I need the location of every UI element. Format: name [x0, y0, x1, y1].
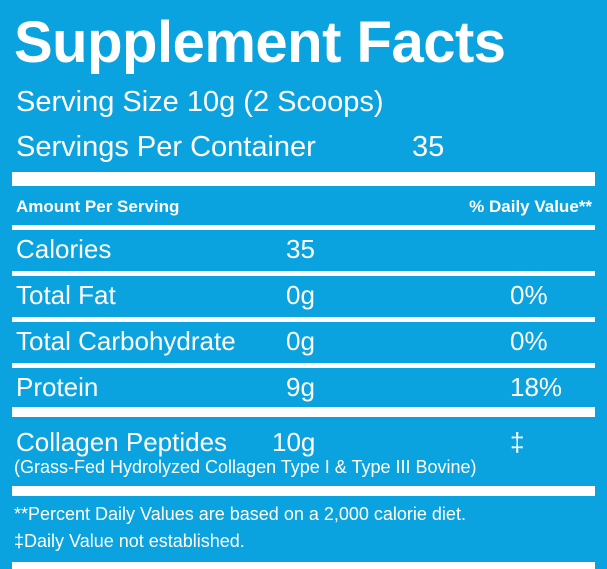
- nutrient-name: Calories: [16, 234, 112, 264]
- divider: [12, 363, 595, 368]
- ingredient-amount: 10g: [272, 427, 316, 457]
- nutrient-dv: 0%: [510, 280, 548, 310]
- ingredient-name: Collagen Peptides: [16, 427, 228, 457]
- servings-label: Servings Per Container: [16, 131, 316, 163]
- divider: [12, 486, 595, 496]
- divider: [12, 271, 595, 276]
- divider: [12, 317, 595, 322]
- nutrient-dv: 0%: [510, 326, 548, 356]
- title: Supplement Facts: [14, 10, 506, 75]
- divider: [12, 407, 595, 417]
- nutrient-amount: 9g: [286, 372, 315, 402]
- divider: [12, 562, 595, 569]
- nutrient-amount: 35: [286, 234, 315, 264]
- divider: [12, 225, 595, 230]
- nutrient-name: Protein: [16, 372, 99, 402]
- amount-header: Amount Per Serving: [16, 197, 180, 216]
- divider: [12, 172, 595, 186]
- daily-value-header: % Daily Value**: [469, 197, 592, 216]
- serving-size: Serving Size 10g (2 Scoops): [16, 86, 384, 118]
- ingredient-dv: ‡: [510, 427, 525, 457]
- nutrient-name: Total Carbohydrate: [16, 326, 236, 356]
- nutrient-amount: 0g: [286, 326, 315, 356]
- nutrient-dv: 18%: [510, 372, 563, 402]
- footnote: **Percent Daily Values are based on a 2,…: [14, 504, 466, 524]
- footnote: ‡Daily Value not established.: [14, 531, 245, 551]
- nutrient-name: Total Fat: [16, 280, 116, 310]
- nutrient-amount: 0g: [286, 280, 315, 310]
- ingredient-description: (Grass-Fed Hydrolyzed Collagen Type I & …: [14, 457, 477, 477]
- servings-value: 35: [412, 131, 445, 163]
